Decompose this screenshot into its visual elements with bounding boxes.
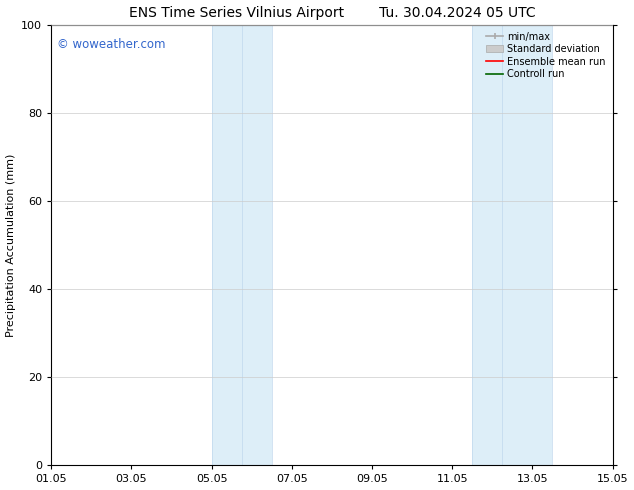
Y-axis label: Precipitation Accumulation (mm): Precipitation Accumulation (mm): [6, 153, 16, 337]
Bar: [212, 25, 272, 465]
Title: ENS Time Series Vilnius Airport        Tu. 30.04.2024 05 UTC: ENS Time Series Vilnius Airport Tu. 30.0…: [129, 5, 535, 20]
Legend: min/max, Standard deviation, Ensemble mean run, Controll run: min/max, Standard deviation, Ensemble me…: [484, 30, 608, 81]
Text: © woweather.com: © woweather.com: [57, 38, 165, 51]
Bar: [472, 25, 552, 465]
